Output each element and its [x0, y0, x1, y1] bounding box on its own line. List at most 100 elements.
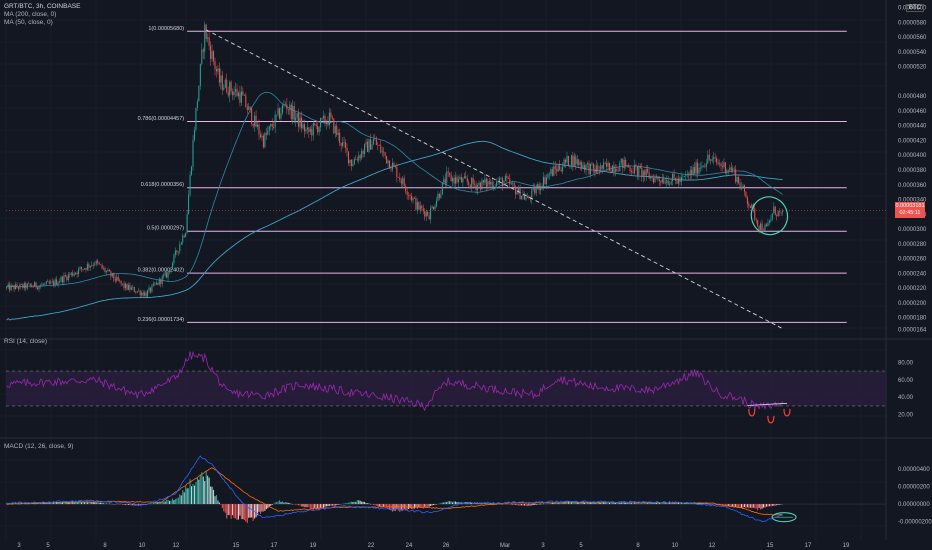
rsi-legend[interactable]: RSI (14, close)	[4, 338, 47, 345]
candle-body	[81, 267, 83, 270]
candle-body	[7, 284, 9, 287]
candle-body	[79, 267, 81, 269]
rsi-axis-tick: 40.00	[898, 395, 914, 401]
candle-body	[394, 165, 396, 168]
macd-histogram-bar	[641, 503, 643, 505]
candle-body	[453, 177, 455, 184]
macd-histogram-bar	[277, 501, 279, 505]
macd-histogram-bar	[764, 504, 766, 508]
ma50-legend[interactable]: MA (50, close, 0)	[4, 19, 53, 26]
candle-body	[287, 109, 289, 111]
macd-histogram-bar	[402, 504, 404, 512]
candle-body	[44, 283, 46, 285]
candle-body	[594, 168, 596, 173]
candle-body	[100, 264, 102, 265]
candle-body	[456, 177, 458, 183]
candle-body	[707, 154, 709, 164]
candle-body	[315, 124, 317, 127]
macd-histogram-bar	[189, 479, 191, 505]
candle-body	[424, 211, 426, 217]
candle-body	[497, 181, 499, 183]
candle-body	[217, 68, 219, 72]
candle-body	[179, 244, 181, 252]
macd-histogram-bar	[724, 504, 726, 506]
macd-histogram-bar	[353, 501, 355, 505]
candle-body	[459, 177, 461, 179]
candle-body	[161, 276, 163, 284]
time-axis-tick: 26	[443, 543, 450, 549]
candle-body	[135, 291, 137, 293]
fibonacci-retracement[interactable]: 1(0.00005680) 0.786(0.00004457) 0.618(0.00…	[138, 26, 847, 323]
candle-body	[277, 108, 279, 115]
candle-body	[214, 61, 216, 70]
candle-body	[88, 264, 90, 268]
macd-histogram-bar	[771, 504, 773, 506]
macd-histogram-bar	[761, 504, 763, 509]
macd-histogram-bar	[594, 502, 596, 505]
candle-body	[403, 178, 405, 186]
candle-body	[97, 260, 99, 263]
macd-histogram-bar	[104, 503, 106, 505]
time-axis-tick: 5	[46, 543, 50, 549]
time-axis-tick: 17	[271, 543, 278, 549]
rsi-low-marker[interactable]	[783, 408, 791, 417]
candle-body	[720, 163, 722, 167]
price-highlight-circle[interactable]	[746, 192, 793, 240]
macd-histogram-bar	[323, 504, 325, 508]
macd-histogram-bar	[523, 504, 525, 506]
annotations[interactable]	[746, 192, 797, 523]
candle-body	[104, 267, 106, 272]
macd-histogram-bar	[518, 504, 520, 506]
macd-histogram-bar	[324, 504, 326, 507]
macd-histogram-bar	[218, 502, 220, 505]
candle-body	[686, 173, 688, 175]
candle-body	[267, 131, 269, 135]
candle-body	[499, 178, 501, 182]
candle-body	[372, 139, 374, 145]
candle-body	[320, 118, 322, 128]
macd-histogram-bar	[280, 501, 282, 505]
candle-body	[609, 162, 611, 171]
candle-body	[721, 166, 723, 168]
candle-body	[345, 142, 347, 148]
candle-body	[647, 168, 649, 173]
macd-histogram-bar	[751, 504, 753, 509]
macd-histogram-bar	[453, 501, 455, 505]
candle-body	[504, 175, 506, 182]
macd-histogram-bar	[617, 502, 619, 505]
macd-histogram-bar	[245, 504, 247, 522]
candle-body	[57, 282, 59, 285]
macd-histogram-bar	[767, 504, 769, 507]
candle-body	[240, 91, 242, 103]
symbol-legend[interactable]: GRT/BTC, 3h, COINBASE MA (200, close, 0)…	[4, 3, 80, 27]
macd-histogram-bar	[452, 502, 454, 505]
macd-histogram-bar	[735, 504, 737, 507]
descending-trendline[interactable]	[205, 29, 783, 330]
candle-body	[343, 141, 345, 143]
candle-body	[198, 85, 200, 102]
macd-histogram-bar	[702, 503, 704, 505]
macd-legend[interactable]: MACD (12, 26, close, 9)	[4, 443, 74, 450]
candle-body	[255, 115, 257, 127]
price-axis-tick: 0.0000540	[898, 50, 927, 56]
trendline[interactable]	[6, 29, 886, 330]
macd-histogram-bar	[333, 504, 335, 506]
macd-histogram-bar	[739, 504, 741, 509]
rsi-divergence-line[interactable]	[747, 402, 788, 406]
rsi-low-marker[interactable]	[748, 408, 756, 417]
rsi-axis-tick: 80.00	[898, 360, 914, 366]
candle-body	[41, 284, 43, 286]
rsi-low-marker[interactable]	[767, 415, 775, 424]
candle-body	[53, 281, 55, 286]
time-axis-tick: 8	[103, 543, 107, 549]
candle-body	[471, 177, 473, 188]
currency-badge[interactable]: BTC	[906, 4, 924, 12]
ma200-legend[interactable]: MA (200, close, 0)	[4, 11, 57, 18]
price-axis-tick: 0.0000600	[898, 6, 927, 12]
macd-histogram-bar	[415, 504, 417, 508]
macd-histogram-bar	[251, 504, 253, 518]
candle-body	[23, 283, 25, 289]
candle-body	[591, 163, 593, 164]
macd-highlight-circle[interactable]	[771, 512, 797, 523]
